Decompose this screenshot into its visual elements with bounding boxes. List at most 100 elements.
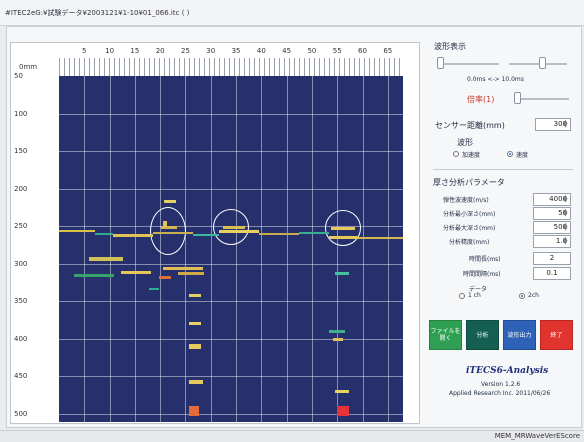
grid-line-horizontal — [59, 376, 403, 378]
waveform-display-label: 波形表示 — [434, 42, 466, 51]
radio-velocity[interactable] — [507, 151, 513, 157]
reflection-signal-mark — [259, 233, 299, 235]
x-tick-label: 55 — [332, 47, 342, 55]
reflection-signal-mark — [219, 230, 259, 233]
y-tick-label: 450 — [14, 372, 28, 381]
param-input-precision[interactable]: 1.0 ▲ ▼ — [533, 235, 571, 248]
param-label-velocity: 弾性波速度(m/s) — [443, 197, 489, 204]
param-label-max-depth: 分析最大深さ(mm) — [443, 225, 496, 232]
reflection-signal-mark — [121, 271, 151, 274]
param-value-min-depth: 50 — [558, 209, 567, 217]
x-tick-label: 60 — [358, 47, 367, 55]
x-tick-label: 20 — [155, 47, 165, 55]
radio-acceleration[interactable] — [453, 151, 459, 157]
reflection-signal-mark — [113, 234, 153, 237]
radio-2ch[interactable] — [519, 293, 525, 299]
x-tick-label: 10 — [105, 47, 115, 55]
thickness-params-label: 厚さ分析パラメータ — [433, 178, 505, 187]
control-panel: 波形表示 0.0ms <-> 10.0ms 倍率(1) センサー距離(mm) 3… — [429, 27, 579, 427]
time-length-value: 2 — [549, 254, 555, 262]
grid-line-horizontal — [59, 414, 403, 415]
spinner-arrows-icon[interactable]: ▲ ▼ — [563, 222, 568, 232]
param-input-min-depth[interactable]: 50 ▲ ▼ — [533, 207, 571, 220]
reflection-signal-mark — [153, 232, 193, 234]
magnification-thumb[interactable] — [514, 92, 521, 104]
window-title: #ITEC2eG:¥試験データ¥2003121¥1-10¥01_066.itc … — [5, 9, 190, 17]
reflection-signal-mark — [329, 236, 359, 239]
status-bar: MEM_MRWaveVerEScore — [0, 430, 584, 442]
highlight-circle — [150, 207, 186, 255]
x-tick-label: 50 — [307, 47, 317, 55]
range-end-thumb[interactable] — [539, 57, 546, 69]
sensor-distance-input[interactable]: 300 ▲ ▼ — [535, 118, 571, 131]
divider — [433, 169, 573, 170]
grid-line-vertical — [362, 76, 364, 422]
magnification-label: 倍率(1) — [467, 95, 495, 104]
app-name: iTECS6-Analysis — [466, 366, 549, 376]
exit-button[interactable]: 終了 — [540, 320, 573, 350]
y-tick-label: 300 — [14, 259, 28, 268]
range-start-slider[interactable] — [437, 63, 499, 65]
spinner-arrows-icon[interactable]: ▲ ▼ — [563, 194, 568, 204]
grid-line-horizontal — [59, 188, 403, 190]
exit-button-label: 終了 — [550, 331, 563, 339]
spinner-arrows-icon[interactable]: ▲ ▼ — [563, 208, 568, 218]
x-tick-label: 5 — [82, 47, 87, 55]
reflection-signal-mark — [335, 272, 349, 275]
param-value-precision: 1.0 — [555, 237, 567, 245]
x-tick-label: 30 — [206, 47, 216, 55]
param-input-velocity[interactable]: 4000 ▲ ▼ — [533, 193, 571, 206]
param-input-max-depth[interactable]: 500 ▲ ▼ — [533, 221, 571, 234]
grid-line-vertical — [84, 76, 86, 422]
y-tick-label: 250 — [14, 222, 28, 231]
reflection-signal-mark — [161, 226, 177, 229]
radio-1ch[interactable] — [459, 293, 465, 299]
reflection-signal-mark — [189, 344, 201, 349]
sensor-position-ruler — [59, 58, 403, 78]
param-value-max-depth: 500 — [553, 223, 567, 231]
reflection-signal-mark — [223, 226, 245, 229]
waveform-output-button-label: 波形出力 — [507, 331, 532, 339]
analyze-button[interactable]: 分析 — [466, 320, 499, 350]
grid-line-horizontal — [59, 151, 403, 153]
magnification-slider[interactable] — [514, 98, 569, 100]
waveform-output-button[interactable]: 波形出力 — [503, 320, 536, 350]
x-tick-label: 35 — [231, 47, 241, 55]
reflection-signal-mark — [189, 322, 201, 325]
radio-acceleration-label: 加速度 — [462, 152, 481, 159]
time-interval-field[interactable]: 0.1 — [533, 267, 571, 280]
range-start-thumb[interactable] — [437, 57, 444, 69]
title-bar: #ITEC2eG:¥試験データ¥2003121¥1-10¥01_066.itc … — [0, 0, 584, 26]
spinner-arrows-icon[interactable]: ▲ ▼ — [563, 236, 568, 246]
reflection-signal-mark — [95, 233, 113, 235]
main-window: 0mm 5 10 15 20 25 30 35 40 45 50 55 60 65 50 100 150 20… — [6, 26, 582, 428]
reflection-signal-mark — [164, 200, 176, 203]
open-file-button-label: ファイルを開く — [430, 328, 461, 342]
waveform-label: 波形 — [457, 138, 473, 147]
x-origin-label: 0mm — [19, 63, 38, 71]
reflection-signal-mark — [189, 380, 203, 384]
reflection-signal-mark — [299, 232, 329, 234]
param-label-min-depth: 分析最小深さ(mm) — [443, 211, 496, 218]
range-end-slider[interactable] — [509, 63, 567, 65]
grid-line-vertical — [236, 76, 238, 422]
reflection-signal-mark — [193, 234, 219, 236]
thickness-plot-area[interactable] — [59, 76, 403, 422]
grid-line-horizontal — [59, 338, 403, 340]
radio-1ch-label: 1 ch — [468, 292, 481, 299]
spinner-arrows-icon[interactable]: ▲ ▼ — [563, 119, 568, 129]
y-tick-label: 150 — [14, 147, 28, 156]
y-tick-label: 400 — [14, 334, 28, 343]
grid-line-horizontal — [59, 263, 403, 265]
y-tick-label: 50 — [14, 72, 23, 80]
time-length-field[interactable]: 2 — [533, 252, 571, 265]
param-label-precision: 分析精度(mm) — [449, 239, 490, 246]
grid-line-vertical — [286, 76, 288, 422]
reflection-signal-mark — [333, 338, 343, 341]
sensor-distance-value: 300 — [553, 120, 567, 128]
open-file-button[interactable]: ファイルを開く — [429, 320, 462, 350]
radio-velocity-label: 速度 — [516, 152, 529, 159]
x-tick-label: 45 — [282, 47, 292, 55]
grid-line-vertical — [337, 76, 339, 422]
time-interval-label: 時間間隔(ms) — [463, 271, 501, 278]
